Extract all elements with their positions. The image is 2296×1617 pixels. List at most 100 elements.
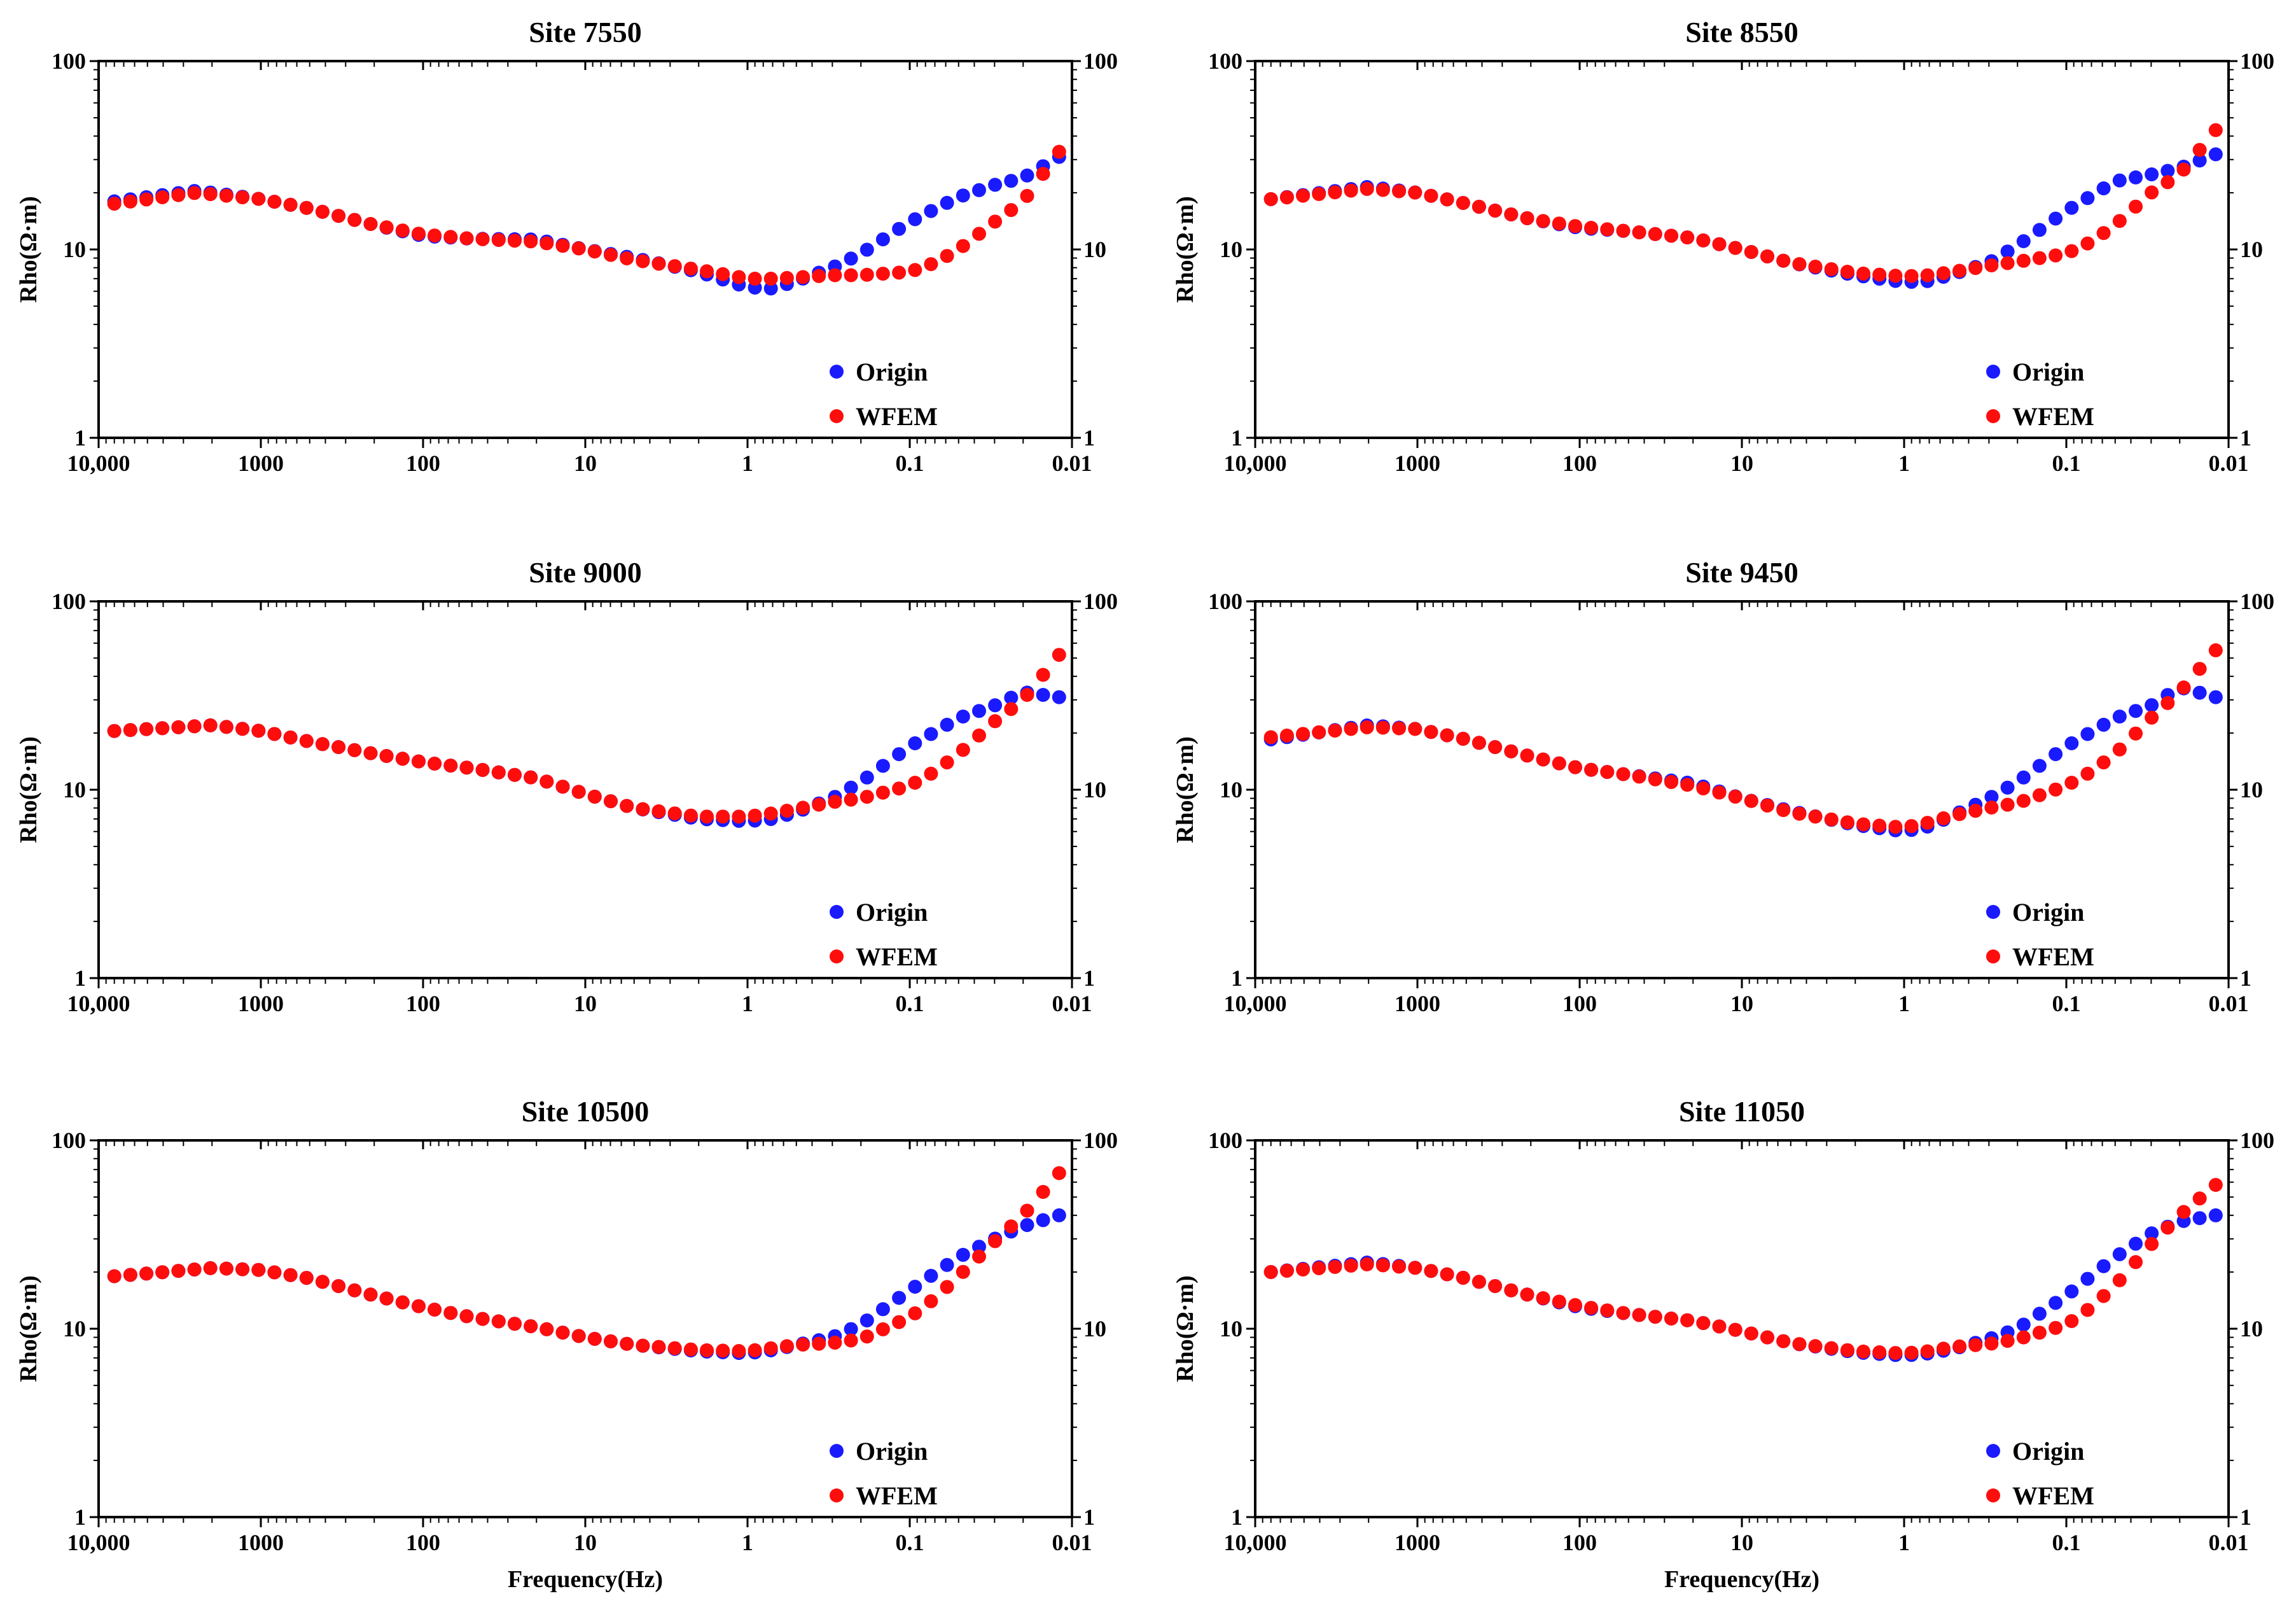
wfem-point bbox=[1696, 781, 1711, 795]
wfem-point bbox=[1312, 725, 1326, 739]
y-tick-label: 100 bbox=[52, 1128, 86, 1153]
y-tick-label-right: 1 bbox=[1083, 1504, 1095, 1530]
y-tick-label: 100 bbox=[52, 589, 86, 614]
wfem-point bbox=[1888, 1346, 1903, 1361]
series-origin bbox=[107, 1208, 1066, 1361]
wfem-point bbox=[1312, 186, 1326, 201]
wfem-point bbox=[123, 1268, 137, 1282]
wfem-point bbox=[251, 1263, 266, 1277]
wfem-point bbox=[1020, 1203, 1034, 1218]
wfem-point bbox=[315, 204, 330, 219]
wfem-point bbox=[1036, 167, 1050, 181]
wfem-point bbox=[2000, 256, 2015, 270]
legend: Origin WFEM bbox=[1986, 898, 2094, 971]
origin-point bbox=[2064, 200, 2079, 215]
y-tick-label-right: 10 bbox=[2240, 237, 2263, 262]
wfem-point bbox=[908, 776, 922, 790]
origin-point bbox=[2096, 1259, 2111, 1273]
wfem-point bbox=[1052, 1166, 1066, 1180]
wfem-point bbox=[475, 762, 490, 777]
wfem-point bbox=[1792, 1337, 1807, 1352]
wfem-point bbox=[1904, 269, 1919, 283]
origin-point bbox=[1004, 174, 1019, 188]
wfem-point bbox=[2064, 1314, 2079, 1328]
wfem-point bbox=[1296, 188, 1311, 203]
wfem-point bbox=[1392, 721, 1407, 736]
y-tick-label: 100 bbox=[1208, 1128, 1242, 1153]
wfem-point bbox=[1052, 144, 1066, 159]
x-tick-label: 0.1 bbox=[2052, 991, 2081, 1016]
wfem-point bbox=[2192, 143, 2207, 157]
wfem-point bbox=[1424, 1264, 1438, 1278]
x-axis-label: Frequency(Hz) bbox=[508, 1566, 663, 1593]
wfem-point bbox=[875, 785, 890, 800]
x-tick-label: 10,000 bbox=[1224, 1530, 1287, 1555]
wfem-point bbox=[235, 1262, 250, 1277]
wfem-point bbox=[972, 227, 986, 241]
wfem-point bbox=[620, 251, 634, 265]
wfem-point bbox=[1020, 188, 1034, 203]
origin-point bbox=[2145, 698, 2159, 713]
wfem-point bbox=[171, 720, 186, 734]
x-tick-label: 1000 bbox=[1395, 991, 1440, 1016]
wfem-point bbox=[555, 1326, 570, 1340]
wfem-point bbox=[1504, 207, 1519, 221]
origin-point bbox=[2096, 181, 2111, 195]
wfem-point bbox=[571, 241, 586, 256]
wfem-point bbox=[1504, 744, 1519, 759]
wfem-point bbox=[331, 1279, 346, 1293]
wfem-point bbox=[2080, 766, 2095, 781]
legend-wfem-marker bbox=[1986, 1488, 2000, 1502]
wfem-point bbox=[636, 254, 650, 269]
x-tick-label: 10,000 bbox=[67, 1530, 130, 1555]
y-tick-label: 10 bbox=[1220, 777, 1242, 802]
wfem-point bbox=[1632, 769, 1646, 784]
wfem-point bbox=[732, 270, 746, 284]
wfem-point bbox=[1279, 1263, 1294, 1278]
wfem-point bbox=[555, 239, 570, 253]
wfem-point bbox=[1984, 258, 1999, 272]
wfem-point bbox=[2145, 185, 2159, 200]
wfem-point bbox=[683, 1342, 698, 1357]
wfem-point bbox=[1472, 1275, 1486, 1289]
wfem-point bbox=[1776, 1334, 1791, 1348]
wfem-point bbox=[1375, 1258, 1390, 1273]
wfem-point bbox=[2160, 1221, 2175, 1235]
wfem-point bbox=[171, 1264, 186, 1278]
origin-point bbox=[2160, 164, 2175, 178]
y-tick-label: 1 bbox=[74, 965, 86, 991]
y-tick-label-right: 10 bbox=[2240, 1316, 2263, 1341]
origin-point bbox=[875, 759, 890, 773]
wfem-point bbox=[1552, 216, 1566, 231]
wfem-point bbox=[1600, 765, 1615, 780]
wfem-point bbox=[107, 197, 122, 211]
wfem-point bbox=[1776, 803, 1791, 817]
wfem-point bbox=[555, 780, 570, 794]
wfem-point bbox=[651, 256, 666, 271]
wfem-point bbox=[1052, 648, 1066, 662]
origin-point bbox=[2112, 710, 2127, 724]
wfem-point bbox=[1440, 192, 1454, 207]
origin-point bbox=[1984, 790, 1999, 804]
wfem-point bbox=[1552, 756, 1566, 771]
origin-point bbox=[2145, 1226, 2159, 1241]
origin-point bbox=[2032, 1306, 2047, 1321]
wfem-point bbox=[524, 1319, 538, 1334]
wfem-point bbox=[283, 730, 298, 745]
x-tick-label: 10 bbox=[574, 451, 597, 476]
wfem-point bbox=[363, 217, 378, 231]
wfem-point bbox=[539, 236, 554, 251]
wfem-point bbox=[299, 734, 314, 748]
wfem-point bbox=[636, 802, 650, 816]
wfem-point bbox=[956, 239, 970, 253]
wfem-point bbox=[1904, 1345, 1919, 1360]
wfem-point bbox=[620, 1336, 634, 1351]
legend: Origin WFEM bbox=[1986, 1437, 2094, 1510]
origin-point bbox=[2049, 211, 2063, 226]
wfem-point bbox=[940, 755, 954, 770]
legend-wfem-marker bbox=[830, 409, 844, 423]
y-tick-label-right: 1 bbox=[1083, 965, 1095, 991]
legend-origin-marker bbox=[830, 905, 844, 919]
